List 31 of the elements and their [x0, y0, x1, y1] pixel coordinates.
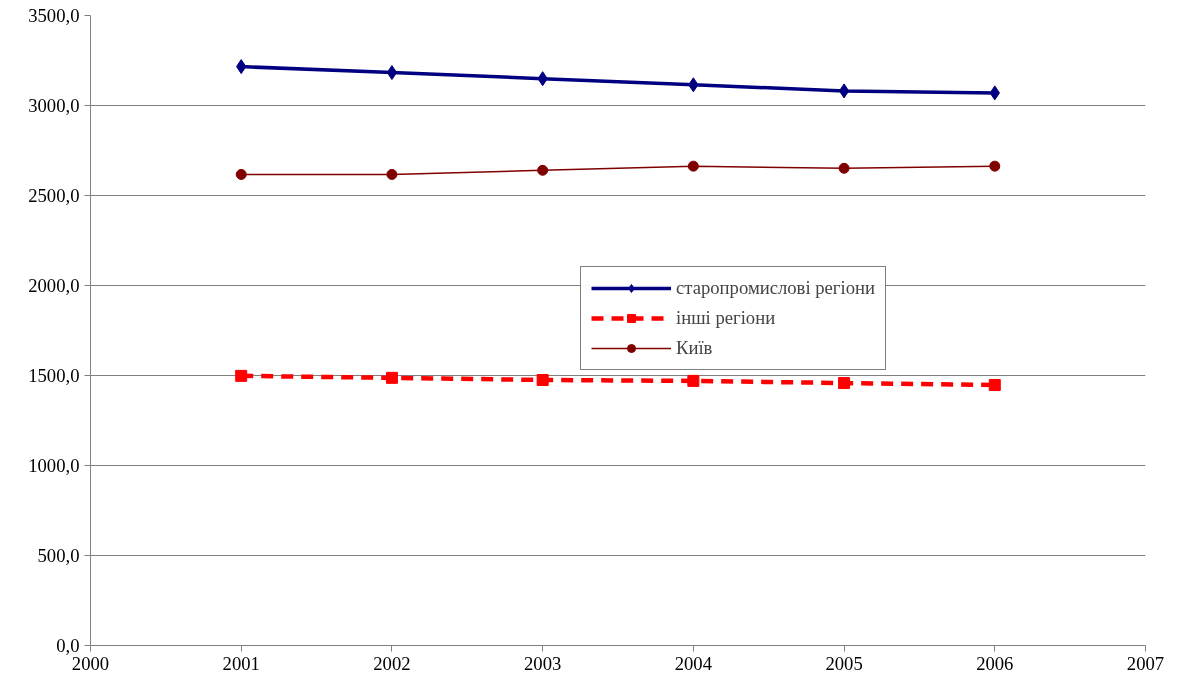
x-tick-label: 2001 [222, 652, 260, 674]
point [235, 168, 247, 180]
point [838, 377, 851, 390]
y-tick-label: 500,0 [37, 545, 80, 566]
legend-label: старопромислові регіони [676, 277, 875, 299]
x-tick-label: 2006 [976, 652, 1014, 674]
point [386, 65, 398, 81]
point [838, 83, 850, 99]
point [537, 164, 549, 176]
legend-label: Київ [676, 337, 713, 359]
y-tick-label: 2500,0 [28, 185, 80, 206]
point [687, 374, 700, 387]
point [536, 374, 549, 386]
point [838, 162, 850, 174]
point [989, 160, 1001, 172]
x-tick-label: 2005 [825, 652, 863, 674]
y-tick-label: 1000,0 [28, 455, 80, 476]
point [386, 168, 398, 180]
point [385, 371, 398, 384]
y-tick-label: 3500,0 [28, 5, 80, 26]
point [988, 379, 1001, 392]
x-tick-label: 2004 [674, 652, 713, 674]
point [687, 160, 699, 172]
y-tick-label: 2000,0 [28, 275, 80, 296]
y-tick-label: 1500,0 [28, 365, 80, 386]
x-tick-label: 2007 [1126, 652, 1165, 674]
x-tick-label: 2003 [523, 652, 562, 674]
y-tick-label: 3000,0 [28, 95, 80, 116]
legend-label: інші регіони [676, 307, 776, 329]
x-tick-label: 2002 [373, 652, 411, 674]
point [235, 369, 248, 382]
